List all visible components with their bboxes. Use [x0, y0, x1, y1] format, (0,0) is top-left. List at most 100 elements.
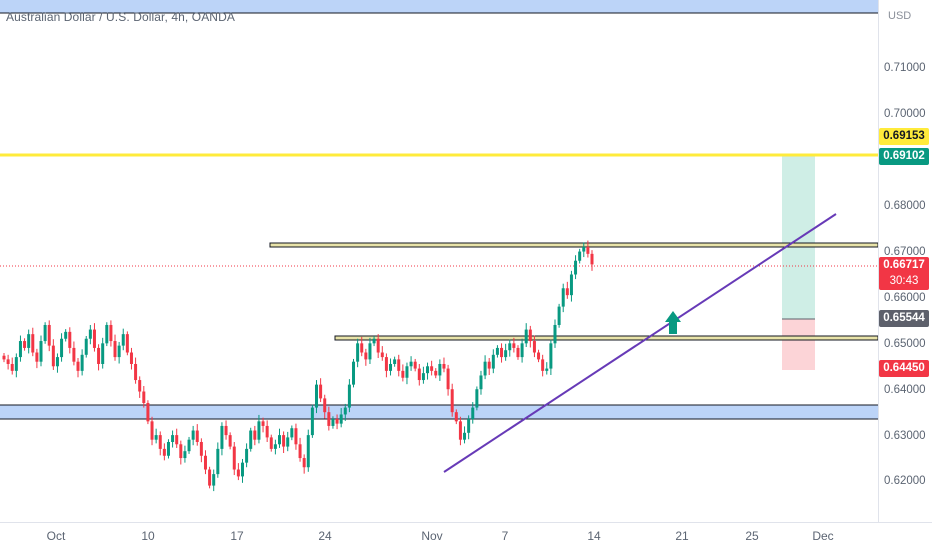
candle-body — [183, 451, 187, 459]
candle-body — [483, 361, 487, 376]
candle-body — [117, 345, 121, 358]
candle-body — [376, 338, 380, 353]
candle-body — [208, 469, 212, 486]
time-axis[interactable] — [0, 522, 932, 551]
x-tick-label: 17 — [230, 529, 244, 543]
candle-body — [347, 384, 351, 408]
candle-body — [232, 446, 236, 470]
candle-body — [467, 419, 471, 433]
candle-body — [495, 347, 499, 355]
candle-body — [187, 439, 191, 452]
y-tick-label: 0.64000 — [884, 384, 926, 396]
candle-body — [331, 419, 335, 426]
candle-body — [520, 343, 524, 358]
candle-body — [31, 334, 35, 353]
candle-body — [565, 288, 569, 296]
candle-body — [290, 428, 294, 438]
candle-body — [228, 435, 232, 447]
candle-body — [545, 368, 549, 371]
candle-body — [72, 347, 76, 362]
candle-body — [421, 373, 425, 381]
candle-body — [84, 338, 88, 355]
candle-body — [142, 391, 146, 403]
candle-body — [405, 366, 409, 378]
candle-body — [561, 288, 565, 307]
candle-body — [60, 338, 64, 358]
price-badge-target: 0.69102 — [879, 148, 929, 165]
candle-body — [257, 421, 261, 440]
y-tick-label: 0.71000 — [884, 62, 926, 74]
candle-body — [129, 352, 133, 364]
lower-level-band — [334, 335, 879, 341]
candle-body — [175, 435, 179, 445]
candle-body — [434, 370, 438, 376]
symbol-title: Australian Dollar / U.S. Dollar, 4h, OAN… — [6, 10, 235, 24]
candle-body — [47, 324, 51, 346]
candle-body — [352, 361, 356, 385]
candle-body — [500, 347, 504, 358]
candle-body — [43, 324, 47, 342]
x-tick-label: Dec — [812, 529, 834, 543]
candle-body — [578, 251, 582, 261]
candle-body — [454, 412, 458, 422]
candle-body — [298, 444, 302, 459]
candle-body — [528, 329, 532, 342]
position-loss-zone — [782, 319, 815, 370]
x-tick-label: 25 — [745, 529, 759, 543]
candle-body — [438, 363, 442, 376]
candle-body — [413, 361, 417, 369]
x-tick-label: Nov — [421, 529, 443, 543]
candle-body — [487, 361, 491, 369]
candle-body — [294, 428, 298, 445]
candle-body — [158, 435, 162, 449]
candle-body — [458, 421, 462, 440]
candle-body — [475, 389, 479, 408]
candle-body — [240, 462, 244, 477]
price-badge-stop: 0.64450 — [879, 360, 929, 377]
candle-body — [2, 355, 6, 360]
candle-body — [343, 407, 347, 415]
candle-body — [224, 425, 228, 436]
candle-body — [14, 357, 18, 371]
y-tick-label: 0.68000 — [884, 200, 926, 212]
candle-body — [76, 361, 80, 371]
candle-body — [549, 343, 553, 369]
candle-body — [64, 331, 68, 339]
candle-body — [125, 334, 129, 353]
candle-body — [179, 444, 183, 459]
candle-body — [195, 430, 199, 442]
candle-body — [277, 435, 281, 445]
candle-body — [261, 421, 265, 426]
candle-body — [166, 441, 170, 456]
candle-body — [541, 359, 545, 371]
candle-body — [68, 331, 72, 348]
candle-body — [191, 430, 195, 440]
top-zone — [0, 0, 878, 13]
y-tick-label: 0.70000 — [884, 108, 926, 120]
candle-body — [282, 435, 286, 447]
candle-body — [121, 334, 125, 346]
y-tick-label: 0.65000 — [884, 338, 926, 350]
candle-body — [450, 389, 454, 413]
candle-body — [380, 352, 384, 358]
candle-body — [417, 368, 421, 381]
candle-body — [590, 253, 594, 265]
x-tick-label: 7 — [501, 529, 509, 543]
candle-body — [51, 345, 55, 367]
candle-body — [446, 368, 450, 390]
price-badge-countdown: 30:43 — [879, 273, 929, 290]
candle-body — [426, 366, 430, 374]
candle-body — [393, 359, 397, 364]
candle-body — [508, 343, 512, 351]
candle-body — [360, 343, 364, 353]
candle-body — [150, 421, 154, 440]
candle-body — [269, 437, 273, 449]
candle-body — [80, 354, 84, 371]
candle-body — [302, 458, 306, 468]
candle-body — [253, 430, 257, 440]
candle-body — [146, 402, 150, 422]
candle-body — [55, 357, 59, 367]
candle-body — [356, 343, 360, 362]
